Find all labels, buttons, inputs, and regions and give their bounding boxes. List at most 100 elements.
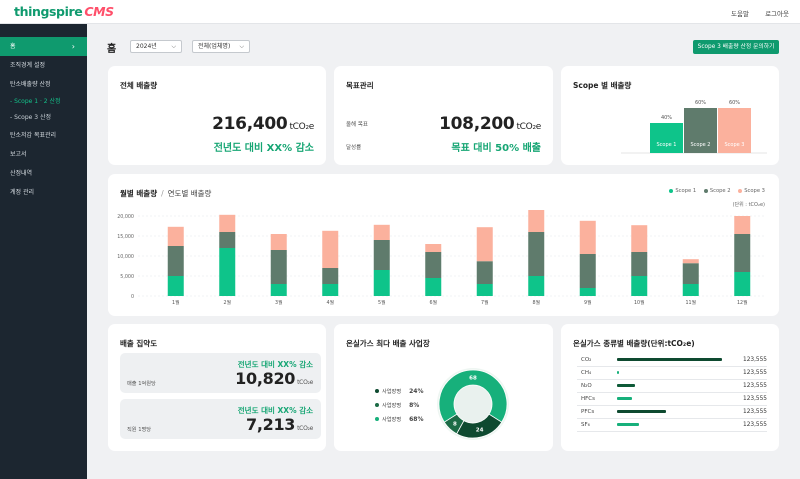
monthly-emission-card: 월별 배출량 / 연도별 배출량 Scope 1 Scope 2 Scope 3 (… xyxy=(108,174,779,316)
sidebar-item-carbon-calc[interactable]: 탄소배출량 산정 xyxy=(10,81,51,88)
scope-card: Scope 별 배출량 Scope 1 40% Scope 2 60% Scope 3 6… xyxy=(561,66,779,165)
total-emission-value: 216,400 tCO₂e xyxy=(212,114,314,134)
y-tick-label: 20,000 xyxy=(117,214,134,220)
bar-scope3-8 xyxy=(528,210,545,232)
card-title: Scope 별 배출량 xyxy=(573,81,632,90)
sidebar-item-history[interactable]: 산정내역 xyxy=(10,170,33,177)
donut-slice-label: 8 xyxy=(453,421,457,427)
sites-legend: 사업장명 24% 사업장명 8% 사업장명 68% xyxy=(375,385,423,427)
gas-name: HFCs xyxy=(581,396,596,402)
bar-scope1-2 xyxy=(219,248,236,296)
donut-slice-3 xyxy=(443,413,465,435)
bar-scope1-8 xyxy=(528,276,545,296)
card-title: 온실가스 종류별 배출량(단위:tCO₂e) xyxy=(573,339,695,348)
legend-dot xyxy=(703,188,708,193)
legend-dot xyxy=(375,417,379,421)
gas-bar xyxy=(617,371,620,374)
logout-link[interactable]: 로그아웃 xyxy=(765,10,789,18)
gas-value: 123,555 xyxy=(743,370,767,376)
site-name: 사업장명 xyxy=(382,417,402,423)
intensity-number: 10,820 xyxy=(235,369,296,388)
y-tick-label: 10,000 xyxy=(117,254,134,260)
app-logo[interactable]: thingspire CMS xyxy=(14,4,114,19)
goal-achieve-text: 목표 대비 50% 배출 xyxy=(451,143,541,154)
sidebar-item-org-boundary[interactable]: 조직경계 설정 xyxy=(10,62,46,69)
x-tick-label: 12월 xyxy=(737,299,748,306)
intensity-compare-text: 전년도 대비 XX% 감소 xyxy=(237,360,313,369)
bar-scope1-10 xyxy=(631,276,648,296)
title-separator: / xyxy=(161,189,164,198)
scope-bar-pct: 60% xyxy=(729,100,740,106)
chevron-down-icon: ⌵ xyxy=(239,43,244,50)
scope-bar-2 xyxy=(684,108,717,153)
bar-scope2-10 xyxy=(631,252,648,276)
sidebar-item-home[interactable]: 홈 › xyxy=(0,37,87,56)
donut-slice-1 xyxy=(438,369,508,423)
bar-scope3-12 xyxy=(734,216,751,234)
scope3-inquiry-button[interactable]: Scope 3 배출량 산정 문의하기 xyxy=(693,40,779,54)
unit-label: tCO₂e xyxy=(289,122,314,132)
donut-hole xyxy=(454,385,492,423)
gas-row: CO₂ 123,555 xyxy=(577,354,767,367)
sidebar-item-report[interactable]: 보고서 xyxy=(10,151,27,158)
gas-name: PFCs xyxy=(581,409,595,415)
card-title: 배출 집약도 xyxy=(120,339,158,348)
x-tick-label: 2월 xyxy=(224,299,231,306)
gas-name: N₂O xyxy=(581,383,592,389)
monthly-title[interactable]: 월별 배출량 xyxy=(120,189,158,198)
bar-scope2-9 xyxy=(579,254,596,288)
year-select-value: 2024년 xyxy=(136,43,157,50)
bar-scope1-1 xyxy=(167,276,184,296)
x-tick-label: 7월 xyxy=(481,299,488,306)
scope-bar-label: Scope 2 xyxy=(690,142,710,148)
bar-scope1-12 xyxy=(734,272,751,296)
sidebar-item-scope12[interactable]: - Scope 1 · 2 산정 xyxy=(10,98,61,105)
yearly-tab[interactable]: 연도별 배출량 xyxy=(167,189,212,198)
goal-value-number: 108,200 xyxy=(439,114,515,134)
gas-bar xyxy=(617,384,636,387)
total-emission-card: 전체 배출량 216,400 tCO₂e 전년도 대비 XX% 감소 xyxy=(108,66,326,165)
intensity-label: 매출 1억원당 xyxy=(127,381,156,387)
gas-name: CH₄ xyxy=(581,370,592,376)
intensity-value: 10,820 tCO₂e xyxy=(235,369,313,388)
gas-name: CO₂ xyxy=(581,357,592,363)
gas-types-card: 온실가스 종류별 배출량(단위:tCO₂e) CO₂ 123,555 CH₄ 123… xyxy=(561,324,779,451)
legend-label: Scope 1 xyxy=(675,188,697,194)
x-tick-label: 10월 xyxy=(634,299,645,306)
scope-bar-chart: Scope 1 40% Scope 2 60% Scope 3 60% xyxy=(621,100,767,154)
intensity-revenue-box: 전년도 대비 XX% 감소 매출 1억원당 10,820 tCO₂e xyxy=(120,353,321,393)
sidebar-item-scope3[interactable]: - Scope 3 산정 xyxy=(10,114,52,121)
bar-scope1-9 xyxy=(579,288,596,296)
gas-value: 123,555 xyxy=(743,409,767,415)
gas-row: HFCs 123,555 xyxy=(577,393,767,406)
sidebar-item-account[interactable]: 계정 관리 xyxy=(10,189,34,196)
site-select[interactable]: 전체(업체명) ⌵ xyxy=(192,40,250,53)
page-title: 홈 xyxy=(107,44,117,55)
site-name: 사업장명 xyxy=(382,403,402,409)
year-select[interactable]: 2024년 ⌵ xyxy=(130,40,182,53)
site-legend-item: 사업장명 8% xyxy=(375,399,423,413)
goal-target-label: 올해 목표 xyxy=(346,122,368,128)
card-title: 온실가스 최다 배출 사업장 xyxy=(346,339,430,348)
bar-scope1-4 xyxy=(322,284,339,296)
site-pct: 24% xyxy=(409,388,424,395)
sidebar-item-reduction-goal[interactable]: 탄소저감 목표관리 xyxy=(10,132,57,139)
bar-scope3-3 xyxy=(270,234,287,250)
scope-bar-pct: 40% xyxy=(661,115,672,121)
intensity-employee-box: 전년도 대비 XX% 감소 직원 1명당 7,213 tCO₂e xyxy=(120,399,321,439)
gas-value: 123,555 xyxy=(743,396,767,402)
total-compare-text: 전년도 대비 XX% 감소 xyxy=(213,143,314,154)
bar-scope2-4 xyxy=(322,268,339,284)
top-bar: thingspire CMS 도움말 로그아웃 xyxy=(0,0,800,24)
help-link[interactable]: 도움말 xyxy=(731,10,749,18)
x-tick-label: 8월 xyxy=(533,299,540,306)
bar-scope3-10 xyxy=(631,225,648,252)
site-name: 사업장명 xyxy=(382,389,402,395)
x-tick-label: 6월 xyxy=(430,299,437,306)
bar-scope2-3 xyxy=(270,250,287,284)
gas-bar xyxy=(617,397,633,400)
intensity-compare-text: 전년도 대비 XX% 감소 xyxy=(237,406,313,415)
intensity-number: 7,213 xyxy=(246,415,296,434)
bar-scope1-7 xyxy=(476,284,493,296)
gas-bar xyxy=(617,410,666,413)
